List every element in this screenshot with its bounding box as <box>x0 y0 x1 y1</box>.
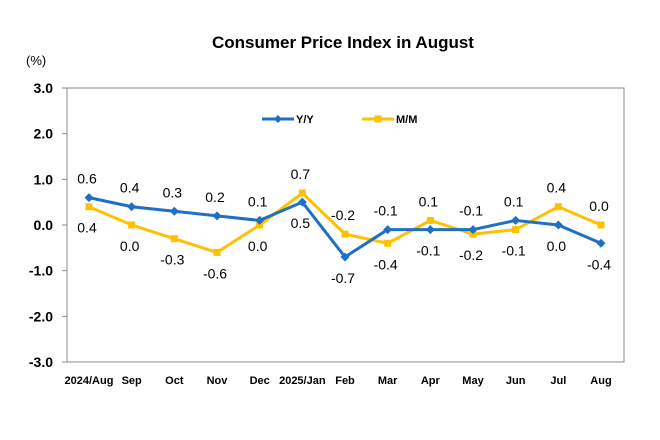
x-tick-label: Jul <box>550 375 566 387</box>
yy-data-point <box>169 206 179 216</box>
yy-data-point <box>596 238 606 248</box>
mm-data-label: 0.4 <box>547 180 567 196</box>
x-tick-label: Aug <box>590 375 611 387</box>
legend-label-yy: Y/Y <box>296 114 314 126</box>
yy-data-label: -0.1 <box>416 243 440 259</box>
yy-data-point <box>255 215 265 225</box>
mm-data-point <box>469 230 477 238</box>
yy-data-point <box>297 197 307 207</box>
yy-data-point <box>212 211 222 221</box>
y-tick-label: 0.0 <box>34 217 54 233</box>
yy-data-point <box>84 193 94 203</box>
yy-data-label: 0.6 <box>77 171 97 187</box>
x-tick-label: Apr <box>421 375 441 387</box>
mm-data-point <box>170 235 178 243</box>
y-axis-ticks: 3.0 2.0 1.0 0.0 -1.0 -2.0 -3.0 <box>29 80 67 370</box>
mm-data-point <box>128 221 136 229</box>
y-tick-label: 1.0 <box>34 171 54 187</box>
mm-data-point <box>597 221 605 229</box>
yy-data-label: -0.1 <box>374 203 398 219</box>
legend-marker-yy <box>274 115 282 123</box>
x-tick-label: May <box>462 375 484 387</box>
x-tick-label: 2025/Jan <box>279 375 326 387</box>
yy-data-label: -0.7 <box>331 270 355 286</box>
yy-data-point <box>127 202 137 212</box>
yy-data-point <box>553 220 563 230</box>
mm-data-point <box>213 248 221 256</box>
series-markers <box>84 189 606 262</box>
y-tick-label: -3.0 <box>29 354 53 370</box>
mm-data-point <box>512 226 520 234</box>
data-labels: 0.6 0.4 0.3 0.2 0.1 0.5 -0.7 -0.1 -0.1 -0.1 0.1 0.0… <box>77 166 611 286</box>
mm-data-label: 0.7 <box>291 166 311 182</box>
yy-data-label: -0.4 <box>587 256 611 272</box>
mm-data-point <box>298 189 306 197</box>
yy-data-label: 0.0 <box>547 238 567 254</box>
yy-data-point <box>511 215 521 225</box>
yy-data-point <box>340 252 350 262</box>
x-tick-label: Mar <box>378 375 398 387</box>
x-tick-label: Nov <box>207 375 229 387</box>
plot-area <box>66 87 625 363</box>
mm-data-label: -0.3 <box>160 252 184 268</box>
yy-data-label: 0.4 <box>120 180 140 196</box>
x-axis-ticks: 2024/Aug Sep Oct Nov Dec 2025/Jan Feb Mar Apr May… <box>65 375 612 387</box>
yy-data-label: 0.5 <box>291 215 311 231</box>
y-axis-unit-label: (%) <box>26 53 46 68</box>
legend-label-mm: M/M <box>396 114 417 126</box>
mm-data-label: -0.1 <box>502 243 526 259</box>
mm-data-label: -0.6 <box>203 265 227 281</box>
x-tick-label: Oct <box>165 375 184 387</box>
mm-data-label: -0.2 <box>459 247 483 263</box>
y-tick-label: 3.0 <box>34 80 54 96</box>
yy-data-label: 0.1 <box>504 193 524 209</box>
yy-data-point <box>383 225 393 235</box>
mm-data-label: 0.0 <box>120 238 140 254</box>
yy-data-label: 0.2 <box>205 189 225 205</box>
mm-data-label: 0.0 <box>248 238 268 254</box>
legend-marker-mm <box>374 115 382 123</box>
mm-data-point <box>384 239 392 247</box>
mm-data-point <box>256 221 264 229</box>
mm-data-point <box>426 216 434 224</box>
y-tick-label: 2.0 <box>34 126 54 142</box>
mm-data-label: -0.4 <box>374 256 398 272</box>
mm-data-point <box>554 203 562 211</box>
mm-data-point <box>341 230 349 238</box>
chart-title: Consumer Price Index in August <box>212 33 474 52</box>
x-tick-label: Jun <box>506 375 526 387</box>
x-tick-label: Sep <box>122 375 142 387</box>
yy-data-point <box>425 225 435 235</box>
legend: Y/Y M/M <box>262 114 417 126</box>
yy-data-label: 0.1 <box>248 193 268 209</box>
mm-data-label: -0.2 <box>331 207 355 223</box>
mm-data-point <box>85 203 93 211</box>
mm-data-label: 0.4 <box>77 220 97 236</box>
yy-data-label: 0.3 <box>163 184 183 200</box>
yy-data-label: -0.1 <box>459 203 483 219</box>
mm-data-label: 0.1 <box>419 193 439 209</box>
yy-data-point <box>468 225 478 235</box>
y-tick-label: -1.0 <box>29 263 53 279</box>
y-tick-label: -2.0 <box>29 308 53 324</box>
x-tick-label: Dec <box>250 375 270 387</box>
mm-data-label: 0.0 <box>589 198 609 214</box>
x-tick-label: Feb <box>335 375 355 387</box>
x-tick-label: 2024/Aug <box>65 375 114 387</box>
